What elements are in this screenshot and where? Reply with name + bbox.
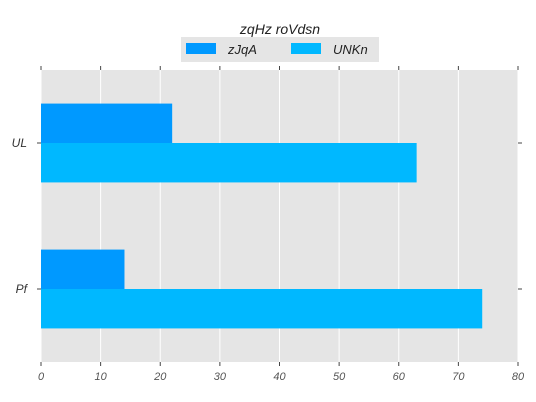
legend: zqHz roVdsn zJqA UNKn: [181, 21, 379, 62]
x-axis: 0 10 20 30 40 50 60 70 80: [38, 66, 525, 383]
bar-zJqA-Pf: [41, 249, 125, 289]
x-tick-label: 40: [273, 371, 286, 383]
y-axis: UL Pf: [12, 136, 522, 296]
x-tick-label: 0: [38, 371, 45, 383]
x-tick-label: 50: [333, 371, 346, 383]
x-tick-label: 80: [512, 371, 525, 383]
x-tick-label: 20: [153, 371, 167, 383]
legend-label-UNKn: UNKn: [333, 42, 368, 57]
x-tick-label: 60: [393, 371, 406, 383]
x-tick-label: 70: [452, 371, 465, 383]
legend-title: zqHz roVdsn: [239, 21, 320, 37]
x-tick-label: 10: [95, 371, 108, 383]
legend-label-zJqA: zJqA: [227, 42, 257, 57]
bar-zJqA-UL: [41, 103, 173, 143]
y-tick-label: Pf: [16, 282, 29, 296]
y-tick-label: UL: [12, 136, 27, 150]
bar-UNKn-Pf: [41, 289, 483, 329]
legend-swatch-UNKn: [291, 43, 321, 54]
x-tick-label: 30: [214, 371, 227, 383]
bars: [41, 103, 483, 329]
bar-UNKn-UL: [41, 143, 417, 183]
legend-swatch-zJqA: [186, 43, 216, 54]
